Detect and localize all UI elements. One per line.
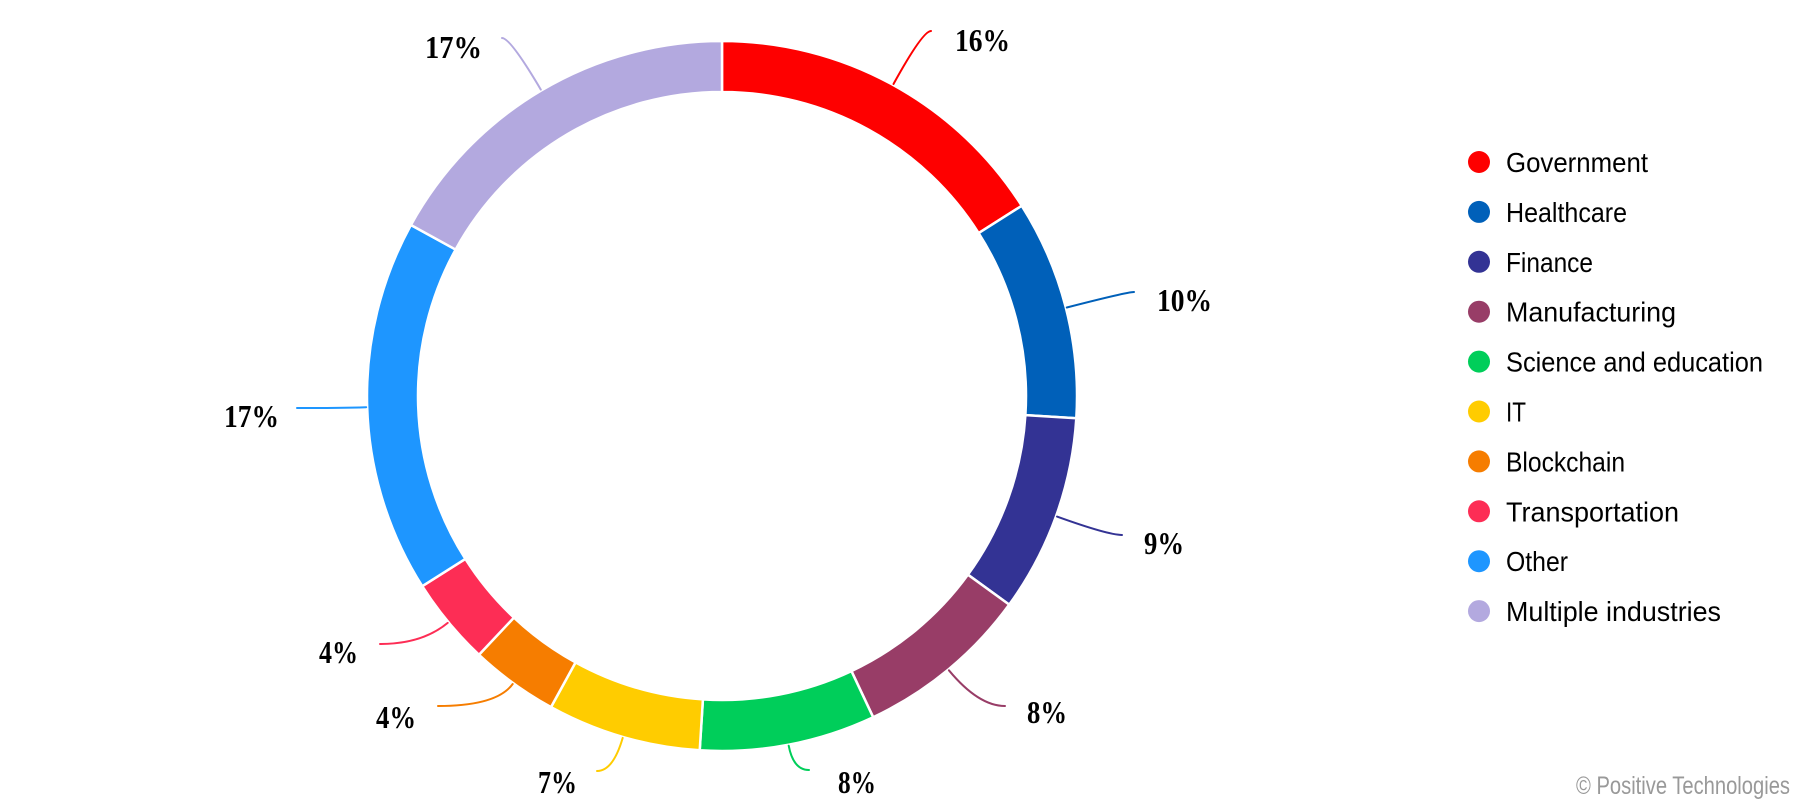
svg-text:Multiple industries: Multiple industries	[1506, 596, 1721, 627]
svg-text:© Positive Technologies: © Positive Technologies	[1576, 772, 1790, 800]
svg-text:16%: 16%	[955, 22, 1010, 58]
svg-text:Other: Other	[1506, 546, 1568, 577]
svg-text:17%: 17%	[224, 398, 279, 434]
svg-text:7%: 7%	[538, 764, 577, 800]
svg-text:4%: 4%	[319, 634, 358, 670]
svg-text:4%: 4%	[376, 699, 416, 735]
svg-text:10%: 10%	[1157, 282, 1212, 318]
svg-text:IT: IT	[1506, 397, 1526, 428]
svg-text:8%: 8%	[1027, 694, 1067, 730]
svg-text:Science and education: Science and education	[1506, 347, 1763, 378]
svg-text:Transportation: Transportation	[1506, 496, 1679, 527]
svg-text:8%: 8%	[838, 764, 876, 800]
svg-text:Healthcare: Healthcare	[1506, 197, 1627, 228]
svg-text:17%: 17%	[425, 29, 482, 65]
svg-text:Manufacturing: Manufacturing	[1506, 297, 1676, 328]
svg-text:Finance: Finance	[1506, 247, 1593, 278]
svg-text:Government: Government	[1506, 147, 1648, 178]
svg-text:Blockchain: Blockchain	[1506, 446, 1625, 477]
svg-text:9%: 9%	[1144, 525, 1184, 561]
